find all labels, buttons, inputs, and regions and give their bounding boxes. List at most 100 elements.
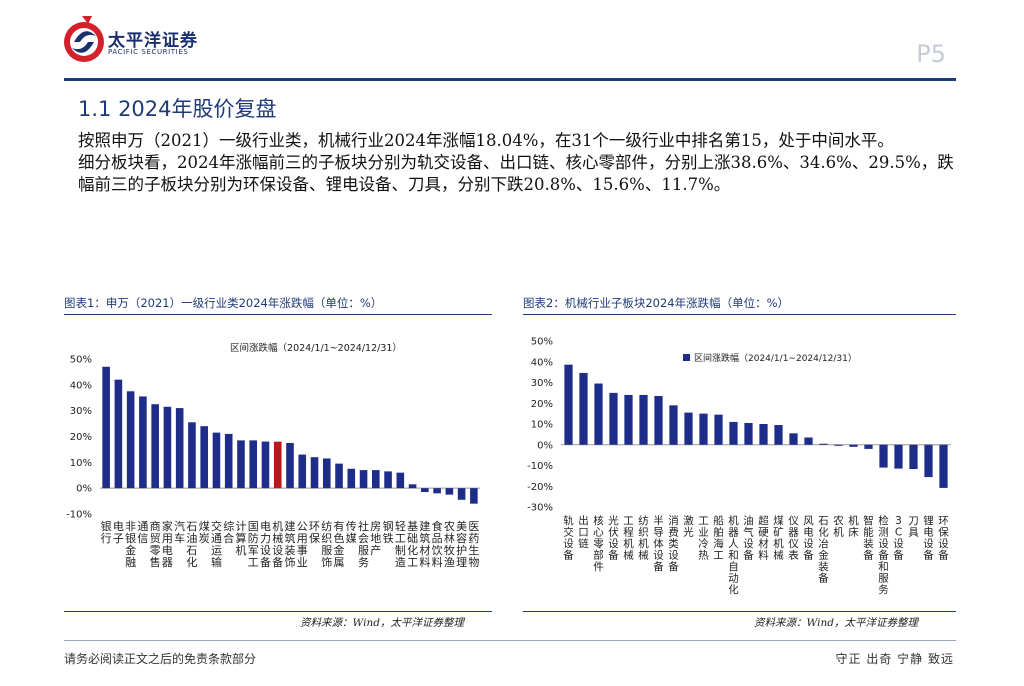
bar	[286, 442, 294, 489]
bar	[310, 457, 319, 489]
figure-2-top-rule	[523, 314, 956, 315]
bar	[273, 441, 282, 489]
figure-2-chart: 区间涨跌幅（2024/1/1~2024/12/31） -30% -20% -10% 0%…	[527, 337, 951, 596]
bar	[909, 444, 918, 470]
x-category-label: 基础化工	[407, 520, 418, 569]
x-category-label: 纺织服饰	[321, 519, 332, 569]
x-category-label: 计算机	[235, 520, 246, 557]
x-category-label: 智能装备	[863, 514, 874, 562]
x-category-label: 光伏设备	[608, 514, 619, 562]
brand-logo: 太平洋证券 PACIFIC SECURITIES	[62, 12, 262, 72]
x-category-label: 刀具	[908, 515, 919, 539]
x-category-label: 轻工制造	[395, 519, 406, 569]
x-category-label: 工程机械	[623, 515, 634, 562]
x-category-label: 仪器仪表	[788, 515, 799, 562]
x-category-label: 医药生物	[468, 520, 479, 569]
bar	[579, 372, 588, 445]
bar	[237, 440, 245, 489]
x-category-label: 3 C 设备	[893, 515, 904, 562]
x-category-label: 环保	[309, 520, 320, 545]
bar	[564, 364, 573, 445]
bar	[924, 444, 933, 478]
bar	[102, 366, 110, 489]
section-title: 1.1 2024年股价复盘	[78, 97, 277, 121]
header-divider	[64, 78, 956, 81]
x-category-label: 煤炭	[199, 520, 210, 545]
bar	[470, 488, 478, 504]
x-category-label: 通信	[137, 520, 148, 545]
paragraph-2: 细分板块看，2024年涨幅前三的子板块分别为轨交设备、出口链、核心零部件，分别上…	[78, 153, 954, 194]
brand-name: 太平洋证券	[108, 31, 198, 51]
x-category-label: 农林牧渔	[444, 519, 455, 569]
footer-divider	[64, 640, 956, 641]
x-category-label: 电力设备	[260, 520, 271, 569]
bar	[261, 441, 270, 489]
x-category-label: 工业冷热	[698, 515, 709, 562]
x-category-label: 银行	[101, 519, 112, 545]
x-category-label: 汽车	[174, 519, 185, 545]
y-tick-label: 50%	[531, 337, 553, 348]
y-tick-label: 0%	[537, 440, 553, 451]
x-category-label: 有色金属	[334, 519, 345, 569]
x-category-label: 核心零部件	[593, 514, 604, 573]
bar	[774, 425, 783, 445]
bar	[864, 444, 873, 449]
x-category-label: 社会服务	[358, 519, 369, 569]
x-category-label: 非银金融	[125, 520, 136, 569]
y-tick-label: 40%	[531, 357, 553, 368]
bar	[789, 433, 798, 445]
x-category-label: 交通运输	[211, 519, 222, 569]
bar	[359, 470, 368, 489]
bar	[151, 404, 159, 489]
bar	[445, 488, 454, 495]
bar	[126, 391, 135, 489]
bar	[669, 405, 678, 445]
bar	[639, 394, 648, 445]
body-text: 按照申万（2021）一级行业类，机械行业2024年涨幅18.04%，在31个一级…	[78, 130, 956, 196]
bar	[894, 444, 903, 469]
bar	[384, 471, 392, 489]
bar	[624, 394, 633, 445]
x-category-label: 消费类设备	[668, 514, 679, 573]
bar	[249, 440, 258, 489]
bar	[433, 488, 441, 494]
y-tick-label: -30%	[527, 503, 553, 514]
y-tick-label: 20%	[531, 399, 553, 410]
brand-subtitle: PACIFIC SECURITIES	[108, 48, 189, 56]
y-tick-label: 10%	[70, 458, 92, 469]
bar	[849, 444, 858, 447]
bar	[744, 422, 753, 445]
y-tick-label: 50%	[70, 355, 92, 366]
x-category-label: 钢铁	[383, 520, 394, 545]
x-category-label: 美容护理	[456, 520, 467, 569]
y-tick-label: 10%	[531, 420, 553, 431]
bar	[114, 379, 123, 489]
bar	[322, 458, 331, 489]
figure-1-top-rule	[64, 314, 492, 315]
x-category-label: 公用事业	[297, 520, 308, 569]
y-tick-label: 20%	[70, 432, 92, 443]
bar	[699, 413, 708, 445]
legend-label: 区间涨跌幅（2024/1/1~2024/12/31）	[694, 352, 857, 364]
figure-1-title: 图表1：申万（2021）一级行业类2024年涨跌幅（单位：%）	[64, 296, 383, 310]
bar	[175, 408, 184, 489]
x-category-label: 机床	[848, 514, 859, 539]
bar	[335, 463, 343, 489]
bar	[729, 421, 738, 445]
x-category-label: 船舶海工	[713, 514, 724, 562]
figure-2-bottom-rule	[523, 611, 956, 612]
x-category-label: 风电设备	[803, 515, 814, 562]
bar	[139, 396, 147, 489]
bar	[188, 422, 196, 489]
x-category-label: 半导体设备	[653, 514, 664, 573]
bar	[421, 488, 429, 493]
x-category-label: 轨交设备	[563, 514, 574, 562]
legend-swatch	[683, 354, 690, 361]
bar	[684, 412, 693, 445]
y-tick-label: -10%	[527, 461, 553, 472]
bar	[200, 426, 208, 489]
footer-motto: 守正 出奇 宁静 致远	[835, 652, 954, 666]
bar	[714, 414, 723, 445]
x-category-label: 超硬材料	[758, 514, 769, 562]
x-category-label: 国防军工	[248, 520, 259, 569]
